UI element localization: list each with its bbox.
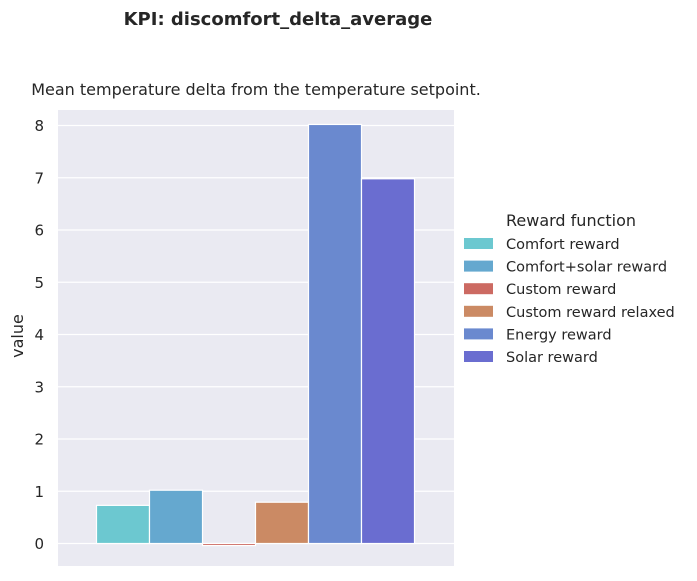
y-axis-label: value (8, 314, 27, 358)
bar (95, 504, 151, 545)
bars (95, 123, 416, 547)
legend-label: Custom reward (506, 282, 616, 298)
y-axis-ticks: 0 1 2 3 4 5 6 7 8 (34, 117, 44, 553)
legend-label: Comfort reward (506, 237, 620, 253)
legend-label: Custom reward relaxed (506, 305, 675, 321)
bar (201, 542, 257, 547)
y-tick-label: 8 (34, 117, 44, 135)
y-tick-label: 3 (34, 378, 44, 396)
legend-swatch (464, 305, 493, 317)
legend-swatch (464, 283, 493, 295)
bar (254, 501, 310, 545)
legend-items: Comfort reward Comfort+solar reward Custom… (464, 237, 675, 366)
legend-title: Reward function (506, 211, 636, 230)
y-tick-label: 1 (34, 483, 44, 501)
chart-subtitle: Mean temperature delta from the temperat… (31, 80, 481, 99)
bar (307, 123, 363, 545)
legend-swatch (464, 351, 493, 362)
legend-label: Solar reward (506, 350, 598, 366)
legend-swatch (464, 260, 493, 272)
legend-swatch (464, 328, 493, 340)
y-tick-label: 0 (34, 535, 44, 553)
y-tick-label: 6 (34, 222, 44, 240)
y-tick-label: 2 (34, 431, 44, 449)
legend-label: Comfort+solar reward (506, 260, 667, 276)
legend: Reward function Comfort reward Comfort+so… (464, 211, 675, 366)
y-tick-label: 7 (34, 169, 44, 187)
chart-title: KPI: discomfort_delta_average (124, 9, 433, 30)
y-tick-label: 4 (34, 326, 44, 344)
legend-swatch (464, 238, 493, 249)
y-tick-label: 5 (34, 274, 44, 292)
bar (148, 489, 204, 545)
legend-label: Energy reward (506, 327, 612, 343)
bar (360, 178, 416, 545)
